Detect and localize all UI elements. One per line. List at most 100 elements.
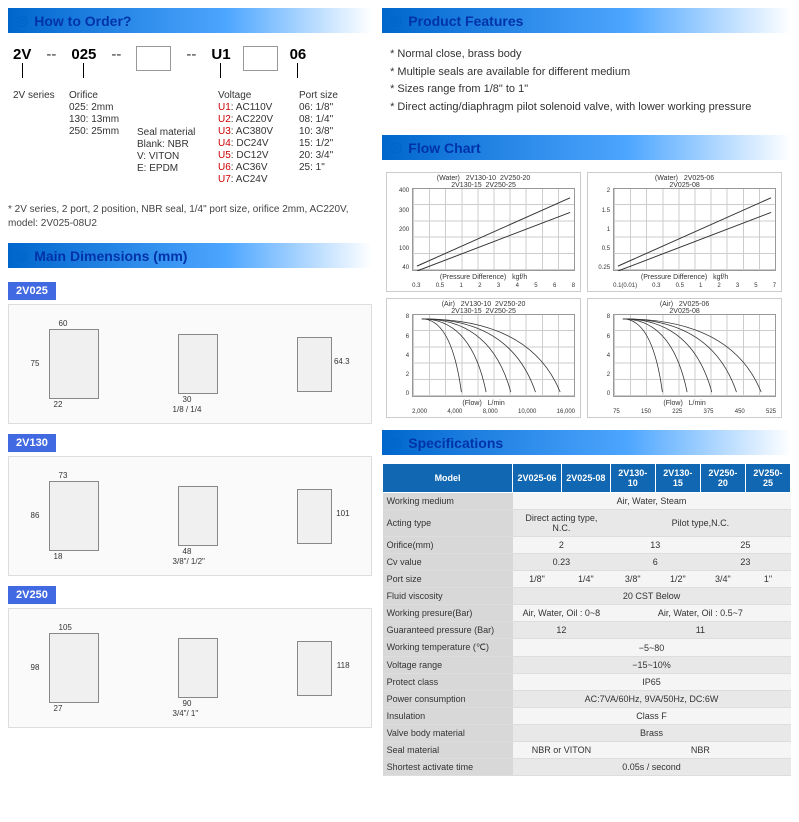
spec-value-cell: 25 bbox=[700, 537, 790, 554]
spec-row: Acting typeDirect acting type, N.C.Pilot… bbox=[383, 510, 791, 537]
flow-chart: (Water) 2V025-06 2V025-0821.510.50.250.1… bbox=[587, 172, 782, 292]
spec-row: Voltage range−15~10% bbox=[383, 657, 791, 674]
order-code-segment bbox=[243, 46, 278, 71]
order-code-segment: U1 bbox=[211, 46, 230, 78]
main-dim-header: Main Dimensions (mm) bbox=[8, 243, 372, 268]
spec-label-cell: Working medium bbox=[383, 493, 513, 510]
spec-row: Working mediumAir, Water, Steam bbox=[383, 493, 791, 510]
feature-item: Direct acting/diaphragm pilot solenoid v… bbox=[390, 99, 783, 117]
spec-value-cell: −5~80 bbox=[513, 639, 791, 657]
feature-item: Multiple seals are available for differe… bbox=[390, 64, 783, 82]
spec-label-cell: Valve body material bbox=[383, 725, 513, 742]
dim-model-label: 2V250 bbox=[8, 586, 56, 604]
spec-value-cell: 3/4" bbox=[700, 571, 745, 588]
spec-row: Orifice(mm)21325 bbox=[383, 537, 791, 554]
order-code-segment bbox=[136, 46, 171, 71]
flow-chart-header: Flow Chart bbox=[382, 135, 791, 160]
list-item: 250: 25mm bbox=[69, 126, 131, 137]
list-item: 025: 2mm bbox=[69, 102, 131, 113]
spec-header-cell: 2V130-15 bbox=[655, 464, 700, 493]
spec-value-cell: 1/2" bbox=[655, 571, 700, 588]
spec-value-cell: 13 bbox=[610, 537, 700, 554]
spec-label-cell: Shortest activate time bbox=[383, 759, 513, 776]
spec-label-cell: Power consumption bbox=[383, 691, 513, 708]
spec-value-cell: Class F bbox=[513, 708, 791, 725]
specs-header: Specifications bbox=[382, 430, 791, 455]
spec-value-cell: 1/8" bbox=[513, 571, 562, 588]
order-code-segment: 2V bbox=[13, 46, 31, 78]
spec-label-cell: Guaranteed pressure (Bar) bbox=[383, 622, 513, 639]
orifice-label: Orifice bbox=[69, 90, 131, 101]
dim-model-label: 2V130 bbox=[8, 434, 56, 452]
seal-label: Seal material bbox=[137, 127, 212, 138]
how-to-order-header: How to Order? bbox=[8, 8, 372, 33]
spec-value-cell: AC:7VA/60Hz, 9VA/50Hz, DC:6W bbox=[513, 691, 791, 708]
spec-value-cell: Air, Water, Oil : 0.5~7 bbox=[610, 605, 790, 622]
spec-label-cell: Cv value bbox=[383, 554, 513, 571]
spec-label-cell: Insulation bbox=[383, 708, 513, 725]
spec-value-cell: 1" bbox=[745, 571, 790, 588]
list-item: U7: AC24V bbox=[218, 174, 293, 185]
spec-row: Guaranteed pressure (Bar)1211 bbox=[383, 622, 791, 639]
dim-drawing: 1059827903/4"/ 1"118 bbox=[8, 608, 372, 728]
spec-value-cell: NBR bbox=[610, 742, 790, 759]
list-item: 20: 3/4" bbox=[299, 150, 359, 161]
spec-value-cell: IP65 bbox=[513, 674, 791, 691]
spec-value-cell: 12 bbox=[513, 622, 611, 639]
list-item: 08: 1/4" bbox=[299, 114, 359, 125]
spec-header-cell: 2V025-08 bbox=[561, 464, 610, 493]
spec-row: Seal materialNBR or VITONNBR bbox=[383, 742, 791, 759]
spec-row: Working temperature (℃)−5~80 bbox=[383, 639, 791, 657]
spec-header-cell: 2V250-25 bbox=[745, 464, 790, 493]
spec-label-cell: Orifice(mm) bbox=[383, 537, 513, 554]
order-code-segment: -- bbox=[183, 46, 199, 63]
spec-row: InsulationClass F bbox=[383, 708, 791, 725]
spec-header-cell: 2V250-20 bbox=[700, 464, 745, 493]
dim-drawing: 607522301/8 / 1/464.3 bbox=[8, 304, 372, 424]
order-note: * 2V series, 2 port, 2 position, NBR sea… bbox=[8, 203, 372, 231]
spec-label-cell: Voltage range bbox=[383, 657, 513, 674]
spec-value-cell: Air, Water, Steam bbox=[513, 493, 791, 510]
spec-value-cell: 23 bbox=[700, 554, 790, 571]
spec-label-cell: Acting type bbox=[383, 510, 513, 537]
order-code-segment: 06 bbox=[290, 46, 307, 78]
specs-table: Model2V025-062V025-082V130-102V130-152V2… bbox=[382, 463, 791, 776]
features-header: Product Features bbox=[382, 8, 791, 33]
spec-row: Power consumptionAC:7VA/60Hz, 9VA/50Hz, … bbox=[383, 691, 791, 708]
spec-row: Protect classIP65 bbox=[383, 674, 791, 691]
flow-chart: (Water) 2V130-10 2V250-20 2V130-15 2V250… bbox=[386, 172, 581, 292]
spec-value-cell: 2 bbox=[513, 537, 611, 554]
spec-value-cell: 0.05s / second bbox=[513, 759, 791, 776]
list-item: 130: 13mm bbox=[69, 114, 131, 125]
spec-value-cell: Pilot type,N.C. bbox=[610, 510, 790, 537]
spec-row: Port size1/8"1/4"3/8"1/2"3/4"1" bbox=[383, 571, 791, 588]
order-diagram: 2V--025----U106 2V series Orifice 025: 2… bbox=[8, 41, 372, 191]
list-item: 15: 1/2" bbox=[299, 138, 359, 149]
feature-item: Sizes range from 1/8" to 1" bbox=[390, 81, 783, 99]
spec-label-cell: Protect class bbox=[383, 674, 513, 691]
spec-row: Shortest activate time0.05s / second bbox=[383, 759, 791, 776]
spec-row: Valve body materialBrass bbox=[383, 725, 791, 742]
spec-value-cell: NBR or VITON bbox=[513, 742, 611, 759]
list-item: U2: AC220V bbox=[218, 114, 293, 125]
list-item: U5: DC12V bbox=[218, 150, 293, 161]
spec-header-cell: 2V130-10 bbox=[610, 464, 655, 493]
spec-value-cell: Direct acting type, N.C. bbox=[513, 510, 611, 537]
spec-label-cell: Seal material bbox=[383, 742, 513, 759]
spec-value-cell: Air, Water, Oil : 0~8 bbox=[513, 605, 611, 622]
list-item: U6: AC36V bbox=[218, 162, 293, 173]
list-item: E: EPDM bbox=[137, 163, 212, 174]
spec-header-cell: Model bbox=[383, 464, 513, 493]
spec-row: Cv value0.23623 bbox=[383, 554, 791, 571]
list-item: 06: 1/8" bbox=[299, 102, 359, 113]
port-label: Port size bbox=[299, 90, 359, 101]
list-item: U4: DC24V bbox=[218, 138, 293, 149]
spec-label-cell: Working presure(Bar) bbox=[383, 605, 513, 622]
list-item: U1: AC110V bbox=[218, 102, 293, 113]
feature-item: Normal close, brass body bbox=[390, 46, 783, 64]
list-item: U3: AC380V bbox=[218, 126, 293, 137]
spec-value-cell: 1/4" bbox=[561, 571, 610, 588]
spec-value-cell: 11 bbox=[610, 622, 790, 639]
spec-value-cell: 6 bbox=[610, 554, 700, 571]
order-code-segment: 025 bbox=[71, 46, 96, 78]
